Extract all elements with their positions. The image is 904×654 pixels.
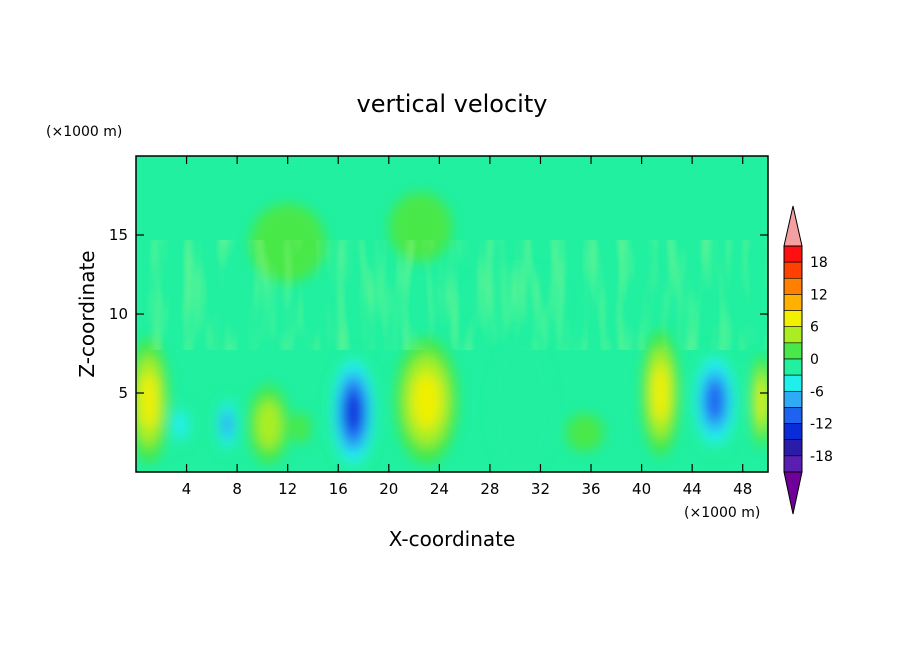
contour-cell	[290, 411, 311, 444]
x-tick-label: 24	[430, 480, 449, 498]
plot-area	[136, 156, 768, 472]
x-tick-label: 16	[329, 480, 348, 498]
contour-cell	[256, 400, 282, 449]
colorbar-box	[783, 407, 803, 424]
y-axis: 5 10 15	[109, 226, 768, 402]
x-tick-label: 12	[278, 480, 297, 498]
x-tick-label: 48	[733, 480, 752, 498]
colorbar-label: 12	[810, 287, 828, 303]
x-tick-label: 44	[683, 480, 702, 498]
colorbar-frame	[783, 245, 803, 473]
contour-cell	[706, 381, 724, 421]
x-tick-label: 36	[581, 480, 600, 498]
colorbar-label: 6	[810, 320, 819, 336]
contour-cell	[652, 364, 669, 422]
contour-cell	[489, 337, 554, 472]
colorbar-label: -12	[810, 417, 833, 433]
contour-cell	[346, 393, 361, 431]
x-unit-label: (×1000 m)	[684, 505, 760, 521]
speckle-texture	[136, 240, 768, 350]
colorbar-box	[783, 374, 803, 392]
colorbar-box	[783, 310, 803, 328]
colorbar-label: -18	[810, 449, 833, 465]
y-unit-label: (×1000 m)	[46, 124, 122, 140]
colorbar-box	[783, 261, 803, 279]
x-tick-label: 8	[232, 480, 242, 498]
x-axis-label: X-coordinate	[389, 527, 516, 551]
x-tick-label: 40	[632, 480, 651, 498]
chart-title: vertical velocity	[357, 90, 548, 118]
x-tick-label: 32	[531, 480, 550, 498]
x-tick-label: 4	[182, 480, 192, 498]
colorbar-box	[783, 390, 803, 408]
contour-cell	[139, 372, 158, 429]
colorbar-label: 18	[810, 255, 828, 271]
colorbar-box	[783, 423, 803, 441]
contour-cell	[172, 410, 189, 440]
y-tick-label: 15	[109, 226, 128, 244]
contour-cell	[565, 413, 604, 452]
colorbar-min-triangle	[783, 471, 803, 515]
contour-cell	[412, 372, 441, 429]
colorbar-box	[783, 245, 803, 263]
colorbar-max-triangle	[783, 205, 803, 247]
contour-cell	[221, 410, 233, 439]
colorbar-box	[783, 455, 803, 473]
contour-cell	[757, 379, 767, 422]
colorbar-box	[783, 439, 803, 457]
colorbar-box	[783, 326, 803, 344]
x-tick-label: 28	[480, 480, 499, 498]
colorbar: 18 12 6 0 -6 -12 -18	[783, 205, 833, 515]
colorbar-label: 0	[810, 352, 819, 368]
colorbar-box	[783, 277, 803, 295]
y-axis-label: Z-coordinate	[75, 250, 99, 377]
x-axis: 4 8 12 16 20 24 28 32 36 40 44 48	[182, 156, 752, 498]
colorbar-label: -6	[810, 384, 824, 400]
y-tick-label: 5	[118, 384, 128, 402]
x-tick-label: 20	[379, 480, 398, 498]
colorbar-box	[783, 358, 803, 376]
y-tick-label: 10	[109, 305, 128, 323]
colorbar-box	[783, 342, 803, 360]
colorbar-box	[783, 294, 803, 311]
